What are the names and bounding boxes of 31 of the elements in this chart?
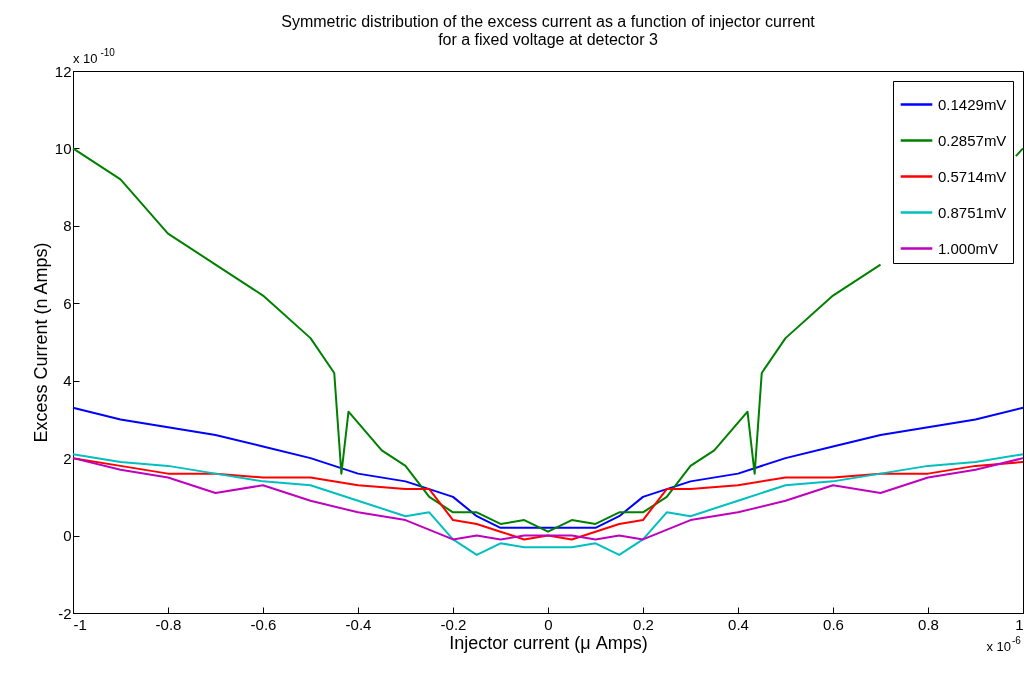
x-tick-label: 0.8 (918, 615, 939, 633)
legend-label: 0.5714mV (938, 167, 1007, 185)
legend-label: 1.000mV (938, 239, 999, 257)
line-series (72, 457, 1024, 541)
legend-label: 0.2857mV (938, 131, 1007, 149)
x-tick-label: -0.6 (250, 615, 277, 633)
x-tick-label: 0 (544, 615, 553, 633)
legend-label: 0.1429mV (938, 95, 1007, 113)
legend-label: 0.8751mV (938, 203, 1007, 221)
x-axis-title: Injector current (μ Amps) (449, 632, 648, 653)
x-tick-label: -1 (73, 615, 87, 633)
y-axis-title: Excess Current (n Amps) (30, 242, 51, 443)
y-tick-label: 4 (63, 372, 72, 390)
y-tick-label: 0 (63, 527, 72, 545)
x-tick-label: 0.6 (823, 615, 844, 633)
line-series (72, 406, 1024, 529)
y-tick-label: 10 (54, 139, 72, 157)
text: x 10-10 (73, 47, 116, 66)
chart-title: Symmetric distribution of the excess current as a function of injector current for a fixed voltage at detector 3 (281, 13, 816, 48)
x-tick-label: -0.2 (440, 615, 467, 633)
y-tick-label: 8 (63, 217, 72, 235)
x-tick-label: 0.2 (633, 615, 654, 633)
x-tick-label: 1 (1015, 615, 1024, 633)
y-tick-label: 6 (63, 294, 72, 312)
x-tick-label: -0.8 (155, 615, 182, 633)
x-tick-label: 0.4 (728, 615, 749, 633)
y-tick-label: -2 (58, 604, 72, 622)
line-series (72, 453, 1024, 556)
y-tick-label: 12 (54, 62, 72, 80)
x-tick-label: -0.4 (345, 615, 372, 633)
y-tick-label: 2 (63, 449, 72, 467)
